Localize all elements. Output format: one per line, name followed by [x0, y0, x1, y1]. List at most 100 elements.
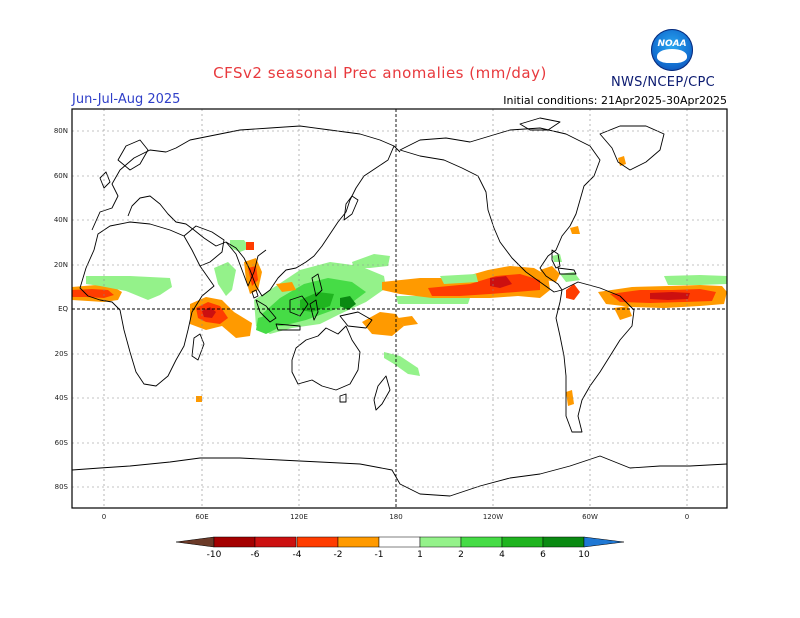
- lon-label: 120E: [290, 513, 308, 521]
- logo-text: NOAA: [657, 39, 687, 49]
- coast-new-guinea: [339, 311, 373, 329]
- anomaly-central-america-dry: [540, 266, 560, 282]
- anomaly-spcz-wet: [384, 352, 420, 376]
- colorbar-label: -1: [375, 550, 384, 560]
- coast-borneo: [289, 295, 309, 317]
- colorbar-swatch: [378, 536, 421, 548]
- coast-tasmania: [339, 393, 347, 403]
- colorbar-label: -6: [251, 550, 260, 560]
- colorbar-arrow-low: [175, 536, 215, 548]
- coast-north-america: [399, 127, 601, 293]
- coast-australia: [291, 325, 361, 391]
- coast-sumatra: [255, 299, 277, 323]
- anomaly-pacific-north-wet: [440, 274, 478, 284]
- anomaly-chile-dry: [566, 390, 574, 406]
- colorbar-label: 6: [540, 550, 546, 560]
- anomaly-india-north-wet: [230, 240, 250, 252]
- coast-sulawesi: [309, 299, 319, 321]
- lon-label: 180: [389, 513, 402, 521]
- anomaly-maritime-strong: [300, 292, 334, 312]
- colorbar: -10 -6 -4 -2 -1 1 2 4 6 10: [175, 536, 625, 560]
- lat-labels: 80N 60N 40N 20N EQ 20S 40S 60S 80S: [54, 127, 69, 491]
- anomaly-caribbean-wet: [560, 272, 580, 282]
- coast-arabia: [183, 225, 225, 267]
- coast-uk: [99, 171, 111, 189]
- coast-sri-lanka: [251, 289, 259, 299]
- lon-label: 60E: [195, 513, 208, 521]
- coast-asia-east: [127, 145, 395, 297]
- anomaly-indian-ocean-core: [202, 307, 216, 318]
- coast-java: [275, 323, 301, 331]
- initial-conditions: Initial conditions: 21Apr2025-30Apr2025: [503, 94, 727, 107]
- coast-arctic-islands: [519, 117, 561, 131]
- coast-scandinavia: [117, 139, 149, 171]
- lon-label: 60W: [582, 513, 598, 521]
- anomaly-atlantic-core: [650, 292, 690, 300]
- colorbar-swatch: [337, 536, 380, 548]
- lat-label: 40N: [54, 216, 68, 224]
- colorbar-label: 4: [499, 550, 505, 560]
- coast-africa: [79, 221, 215, 387]
- coast-antarctica: [72, 455, 727, 497]
- anomaly-pacific-itcz-core: [490, 276, 512, 288]
- anomaly-colombia-dry: [566, 284, 580, 300]
- anomaly-florida-wet: [552, 254, 562, 262]
- lon-labels: 0 60E 120E 180 120W 60W 0: [102, 513, 689, 521]
- anomaly-usa-east-dry: [570, 226, 580, 234]
- lat-label: 20N: [54, 261, 68, 269]
- colorbar-label: -2: [334, 550, 343, 560]
- lat-label: EQ: [58, 305, 68, 313]
- coast-new-zealand: [373, 375, 391, 411]
- coastlines: [72, 117, 727, 497]
- colorbar-label: -10: [207, 550, 222, 560]
- lon-label: 0: [102, 513, 106, 521]
- colorbar-arrow-high: [583, 536, 625, 548]
- grid-lines: [72, 109, 727, 508]
- anomaly-arabian-sea-wet: [214, 262, 236, 296]
- anomaly-png-dry: [398, 316, 418, 326]
- colorbar-swatch: [460, 536, 503, 548]
- lat-label: 20S: [55, 350, 69, 358]
- colorbar-swatch: [542, 536, 585, 548]
- anomaly-brazil-coast-dry: [614, 306, 632, 320]
- anomaly-se-australia-dry: [196, 396, 202, 402]
- coast-japan: [343, 195, 359, 221]
- anomaly-sahel-wet: [86, 276, 172, 300]
- lat-label: 40S: [55, 394, 69, 402]
- anomaly-nw-pacific-wet: [352, 254, 390, 268]
- anomaly-pacific-itcz-strong: [428, 274, 540, 296]
- coast-madagascar: [191, 333, 205, 361]
- lat-label: 80S: [55, 483, 69, 491]
- anomaly-philippines-dry: [276, 282, 296, 292]
- agency-label: NWS/NCEP/CPC: [611, 75, 716, 90]
- coast-india: [225, 241, 267, 287]
- coast-europe: [91, 125, 401, 231]
- lat-label: 60N: [54, 172, 68, 180]
- colorbar-swatch: [296, 536, 339, 548]
- anomaly-layer: [72, 156, 727, 406]
- colorbar-label: 10: [578, 550, 590, 560]
- map-title-text: CFSv2 seasonal Prec anomalies (mm/day): [213, 64, 547, 82]
- anomaly-west-africa-strong: [72, 289, 114, 298]
- coast-south-america: [555, 281, 635, 433]
- lat-label: 80N: [54, 127, 68, 135]
- colorbar-swatch: [501, 536, 544, 548]
- map-frame: [71, 108, 728, 509]
- coast-cuba: [557, 267, 577, 275]
- anomaly-tibet-dry: [246, 242, 254, 250]
- coast-philippines: [311, 273, 323, 297]
- colorbar-swatch: [419, 536, 462, 548]
- anomaly-atlantic-north-wet: [664, 275, 727, 285]
- coast-florida: [551, 249, 561, 269]
- anomaly-coral-sea-dry: [362, 312, 404, 336]
- season-label: Jun-Jul-Aug 2025: [72, 92, 181, 107]
- lat-label: 60S: [55, 439, 69, 447]
- noaa-logo: NOAA: [651, 29, 693, 71]
- map-title: CFSv2 seasonal Prec anomalies (mm/day): [0, 64, 800, 82]
- coast-greenland: [599, 125, 665, 171]
- anomaly-sumatra-wet: [256, 314, 278, 334]
- anomaly-maritime-core: [340, 296, 356, 310]
- colorbar-label: -4: [293, 550, 302, 560]
- lon-label: 0: [685, 513, 689, 521]
